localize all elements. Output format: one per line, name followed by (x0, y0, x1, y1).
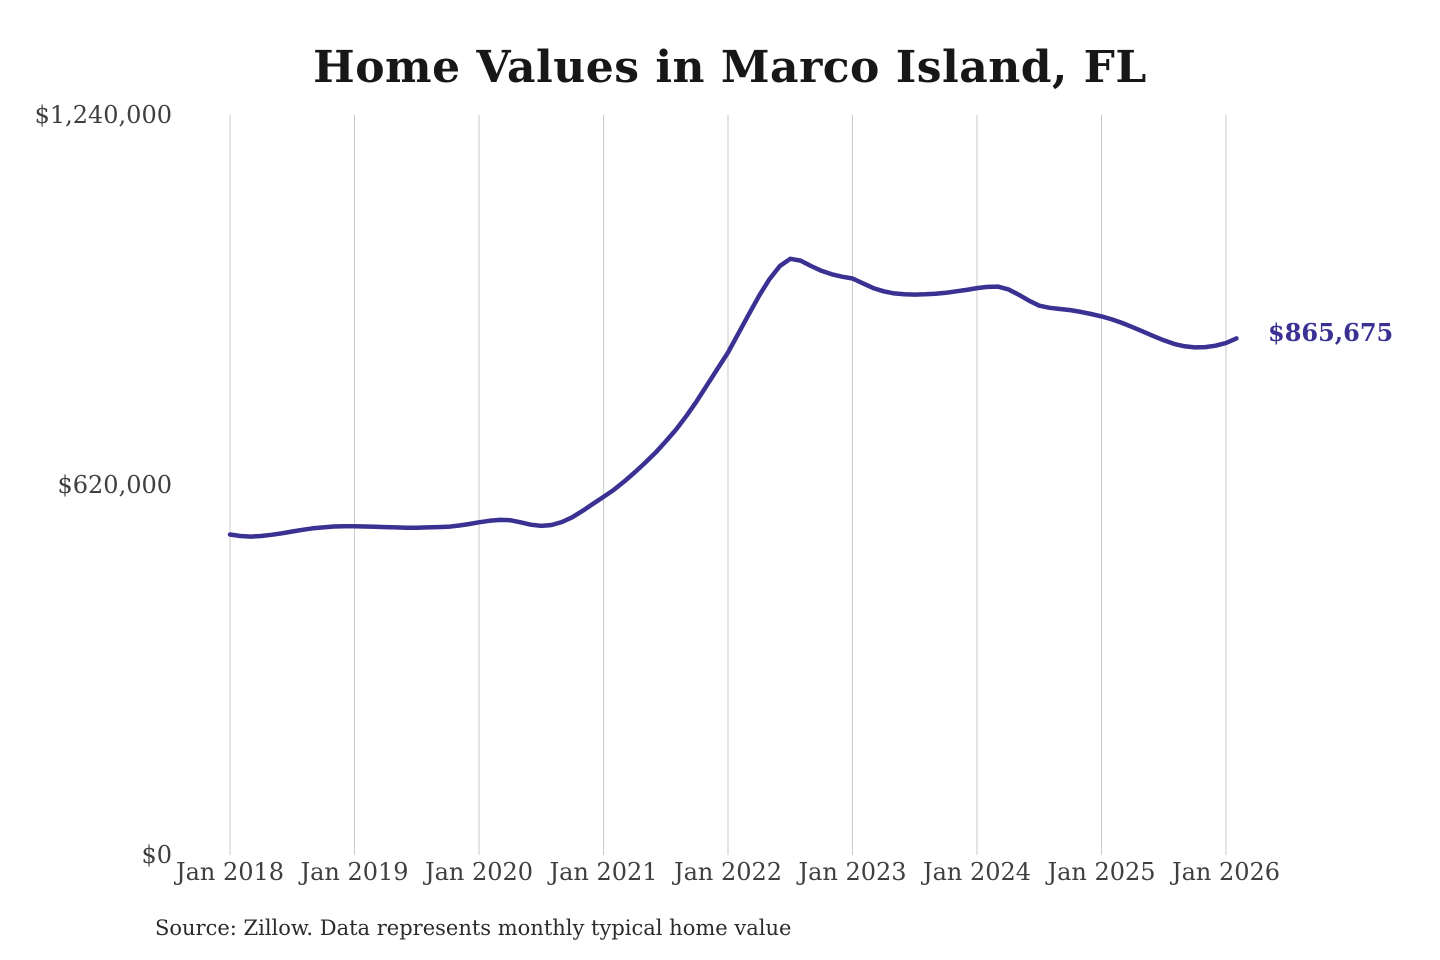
chart-title: Home Values in Marco Island, FL (313, 42, 1147, 93)
x-tick-label: Jan 2018 (175, 858, 285, 886)
x-tick-label: Jan 2023 (798, 858, 907, 886)
source-note: Source: Zillow. Data represents monthly … (155, 916, 792, 940)
x-tick-label: Jan 2024 (922, 858, 1032, 886)
y-tick-label: $0 (141, 841, 172, 869)
x-tick-label: Jan 2026 (1171, 858, 1281, 886)
y-tick-label: $620,000 (57, 471, 172, 499)
x-tick-label: Jan 2022 (673, 858, 783, 886)
home-value-line (227, 256, 1239, 539)
x-tick-label: Jan 2021 (549, 858, 658, 886)
latest-value-label: $865,675 (1268, 318, 1394, 347)
y-tick-label: $1,240,000 (34, 101, 172, 129)
vertical-gridlines (229, 115, 1227, 855)
x-tick-label: Jan 2019 (300, 858, 409, 886)
x-tick-label: Jan 2025 (1047, 858, 1156, 886)
x-tick-label: Jan 2020 (424, 858, 534, 886)
